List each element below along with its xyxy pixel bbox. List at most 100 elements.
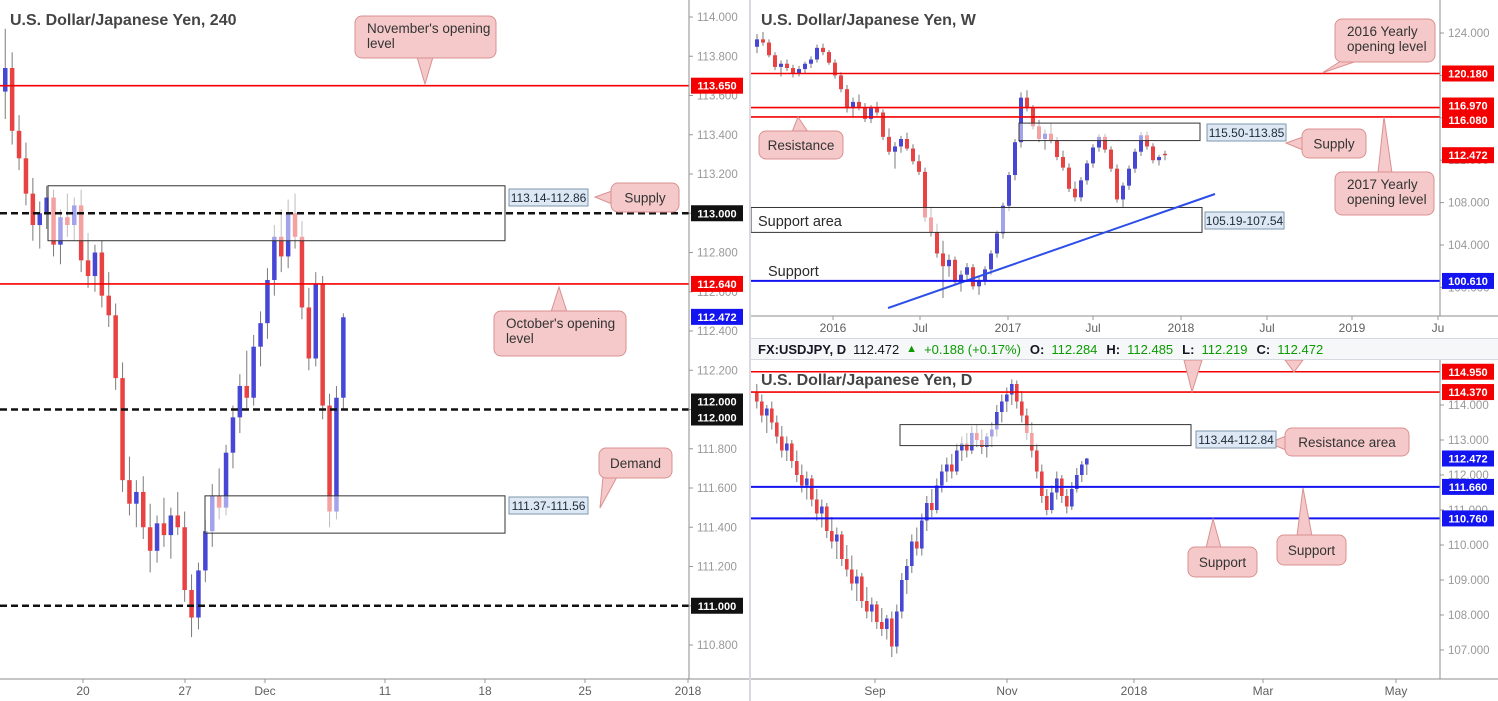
svg-text:2016: 2016 bbox=[820, 321, 847, 335]
svg-text:108.000: 108.000 bbox=[1448, 198, 1490, 210]
callout-tail bbox=[791, 115, 809, 133]
callout-supply-240-label: Supply bbox=[624, 191, 666, 206]
svg-text:Ju: Ju bbox=[1432, 321, 1445, 335]
price-chip bbox=[691, 597, 743, 614]
callout-supply-weekly[interactable] bbox=[1301, 128, 1367, 159]
callout-support-lower-label: Support bbox=[1199, 555, 1247, 570]
price-range-label[interactable] bbox=[508, 496, 589, 515]
svg-text:113.200: 113.200 bbox=[697, 169, 738, 181]
price-chip bbox=[1442, 384, 1494, 401]
price-chip bbox=[691, 205, 743, 222]
chart-panel-weekly[interactable]: 124.000120.000116.000112.000108.000104.0… bbox=[751, 0, 1498, 338]
callout-demand-240[interactable] bbox=[598, 447, 673, 479]
svg-text:111.400: 111.400 bbox=[697, 522, 737, 534]
price-chip bbox=[691, 275, 743, 292]
callout-2016-yearly-opening[interactable] bbox=[1334, 18, 1436, 63]
svg-text:113.800: 113.800 bbox=[697, 51, 738, 63]
svg-text:107.000: 107.000 bbox=[1448, 645, 1490, 657]
svg-text:112.472: 112.472 bbox=[697, 312, 736, 324]
callout-support-upper-label: Support bbox=[1288, 543, 1336, 558]
zone-box[interactable] bbox=[751, 206, 1203, 233]
callout-support-upper[interactable] bbox=[1276, 534, 1347, 566]
svg-text:112.472: 112.472 bbox=[1448, 453, 1487, 465]
svg-text:114.000: 114.000 bbox=[1448, 400, 1489, 412]
svg-text:111.800: 111.800 bbox=[697, 444, 737, 456]
svg-text:113.14-112.86: 113.14-112.86 bbox=[511, 191, 587, 205]
price-axis: 114.000113.000112.000111.000110.000109.0… bbox=[1440, 400, 1490, 657]
svg-text:Jul: Jul bbox=[912, 321, 927, 335]
svg-text:110.800: 110.800 bbox=[697, 640, 738, 652]
svg-text:114.950: 114.950 bbox=[1448, 367, 1487, 379]
high-label: H: bbox=[1106, 341, 1121, 357]
price-range-label[interactable] bbox=[1204, 211, 1285, 230]
svg-text:110.760: 110.760 bbox=[1448, 513, 1487, 525]
price-chip bbox=[1442, 65, 1494, 82]
svg-text:111.000: 111.000 bbox=[698, 601, 737, 613]
symbol-name[interactable]: FX:USDJPY, D bbox=[758, 341, 847, 357]
svg-text:25: 25 bbox=[578, 684, 592, 698]
zone-box[interactable] bbox=[1018, 122, 1201, 142]
svg-text:108.000: 108.000 bbox=[1448, 610, 1490, 622]
callout-tail bbox=[599, 476, 618, 509]
svg-text:Nov: Nov bbox=[996, 684, 1017, 698]
chart-weekly[interactable]: 124.000120.000116.000112.000108.000104.0… bbox=[751, 0, 1498, 338]
svg-text:112.000: 112.000 bbox=[697, 397, 736, 409]
svg-text:Dec: Dec bbox=[254, 684, 275, 698]
callout-november-opening[interactable] bbox=[354, 15, 497, 59]
callout-2017-yearly-opening-label: 2017 Yearly opening level bbox=[1347, 177, 1427, 207]
chart-panel-240min[interactable]: 114.000113.800113.600113.400113.200113.0… bbox=[0, 0, 749, 701]
close-value: 112.472 bbox=[1277, 341, 1324, 357]
chart-daily-title: U.S. Dollar/Japanese Yen, D bbox=[761, 372, 972, 389]
callout-tail bbox=[1284, 360, 1304, 373]
svg-text:100.610: 100.610 bbox=[1448, 276, 1488, 288]
time-axis: Sep Nov 2018 Mar May bbox=[864, 679, 1407, 698]
price-range-label[interactable] bbox=[1195, 430, 1277, 449]
symbol-status-bar: FX:USDJPY, D 112.472 ▲ +0.188 (+0.17%) O… bbox=[751, 338, 1498, 360]
callout-2017-yearly-opening[interactable] bbox=[1334, 171, 1435, 216]
svg-text:20: 20 bbox=[76, 684, 90, 698]
zone-box[interactable] bbox=[899, 424, 1192, 447]
svg-text:120.180: 120.180 bbox=[1448, 68, 1488, 80]
callout-resistance-weekly[interactable] bbox=[758, 130, 844, 160]
price-chip bbox=[1442, 363, 1494, 380]
svg-text:113.650: 113.650 bbox=[697, 81, 736, 93]
price-range-label[interactable] bbox=[508, 188, 589, 207]
callout-resistance-area-label: Resistance area bbox=[1298, 435, 1396, 450]
callout-2016-yearly-opening-label: 2016 Yearly opening level bbox=[1347, 24, 1427, 54]
chart-daily[interactable]: 114.000113.000112.000111.000110.000109.0… bbox=[751, 360, 1498, 701]
price-chip bbox=[1442, 111, 1494, 128]
callout-supply-240[interactable] bbox=[610, 182, 680, 213]
callout-november-opening-label: November's opening level bbox=[367, 21, 490, 51]
callout-resistance-area[interactable] bbox=[1284, 427, 1410, 457]
svg-text:2018: 2018 bbox=[1121, 684, 1148, 698]
svg-text:112.200: 112.200 bbox=[697, 365, 738, 377]
price-chips: 113.650 113.000 112.640 112.472 112.000 112.0… bbox=[691, 77, 743, 614]
callout-tail bbox=[416, 56, 434, 86]
trendline[interactable] bbox=[887, 193, 1216, 309]
callout-support-lower[interactable] bbox=[1187, 546, 1258, 578]
drawing-text-label[interactable]: Support bbox=[768, 264, 819, 280]
svg-text:105.19-107.54: 105.19-107.54 bbox=[1206, 214, 1284, 228]
candlestick-series bbox=[755, 31, 1167, 298]
svg-text:113.000: 113.000 bbox=[697, 208, 736, 220]
price-change: +0.188 (+0.17%) bbox=[924, 341, 1021, 357]
price-chip bbox=[691, 393, 743, 410]
price-range-label[interactable] bbox=[1206, 123, 1287, 142]
svg-text:18: 18 bbox=[478, 684, 492, 698]
svg-text:112.000: 112.000 bbox=[697, 413, 736, 425]
price-chip bbox=[691, 308, 743, 325]
chart-panel-daily[interactable]: 114.000113.000112.000111.000110.000109.0… bbox=[751, 360, 1498, 701]
svg-text:Mar: Mar bbox=[1253, 684, 1274, 698]
callout-october-opening[interactable] bbox=[493, 310, 627, 357]
callout-tail bbox=[1284, 136, 1304, 151]
callout-tail bbox=[1183, 360, 1203, 394]
callout-supply-weekly-label: Supply bbox=[1313, 137, 1355, 152]
chart-weekly-title: U.S. Dollar/Japanese Yen, W bbox=[761, 12, 977, 29]
open-label: O: bbox=[1029, 341, 1045, 357]
price-chip bbox=[691, 77, 743, 94]
svg-text:112.640: 112.640 bbox=[697, 279, 736, 291]
zone-box[interactable] bbox=[204, 495, 506, 534]
drawing-text-label[interactable]: Support area bbox=[758, 214, 843, 230]
chart-240[interactable]: 114.000113.800113.600113.400113.200113.0… bbox=[0, 0, 749, 701]
svg-text:104.000: 104.000 bbox=[1448, 240, 1490, 252]
